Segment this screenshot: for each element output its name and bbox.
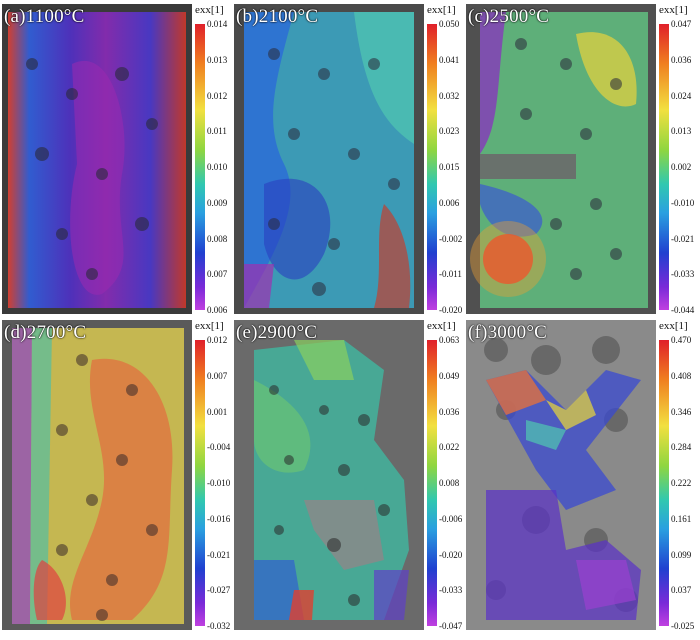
colorbar-tick: 0.015	[439, 162, 460, 172]
colorbar-tick: -0.033	[439, 585, 463, 596]
colorbar-tick: 0.001	[207, 406, 228, 417]
colorbar-tick: -0.032	[207, 621, 231, 631]
colorbar-tick: 0.007	[207, 370, 228, 381]
colorbar	[195, 24, 205, 310]
colorbar-tick: 0.012	[207, 335, 228, 345]
colorbar-tick: 0.023	[439, 126, 460, 137]
colorbar	[427, 340, 437, 626]
panel-label: (f)3000°C	[468, 322, 548, 343]
colorbar-tick: 0.010	[207, 162, 228, 172]
colorbar-tick: 0.002	[671, 162, 692, 172]
colorbar-title: exx[1]	[659, 320, 688, 332]
colorbar-tick: 0.222	[671, 478, 692, 488]
colorbar-tick: 0.011	[207, 126, 227, 137]
colorbar-tick: -0.033	[671, 269, 695, 280]
colorbar-tick: -0.025	[671, 621, 695, 631]
strain-map-b: (b)2100°C	[234, 4, 424, 314]
colorbar-title: exx[1]	[427, 4, 456, 16]
colorbar-ticks: 0.063 0.049 0.036 0.022 0.008 -0.006 -0.…	[439, 335, 469, 631]
colorbar-tick: 0.099	[671, 549, 692, 560]
colorbar	[659, 340, 669, 626]
colorbar-tick: 0.008	[439, 478, 460, 488]
panel-c: (c)2500°C exx[1] 0.047 0.036 0.024 0.013…	[466, 4, 696, 315]
colorbar-tick: 0.007	[207, 269, 228, 280]
colorbar-ticks: 0.014 0.013 0.012 0.011 0.010 0.009 0.00…	[207, 19, 237, 315]
colorbar-tick: -0.002	[439, 233, 463, 244]
colorbar-tick: -0.010	[671, 197, 695, 208]
colorbar-ticks: 0.470 0.408 0.346 0.284 0.222 0.161 0.09…	[671, 335, 700, 631]
panel-e: (e)2900°C exx[1] 0.063 0.049 0.036 0.022…	[234, 320, 464, 631]
colorbar-tick: 0.024	[671, 90, 692, 101]
panel-label: (a)1100°C	[4, 6, 85, 27]
panel-a: (a)1100°C exx[1] 0.014 0.013 0.012 0.011…	[2, 4, 232, 315]
colorbar-tick: -0.020	[439, 549, 463, 560]
colorbar-title: exx[1]	[427, 320, 456, 332]
colorbar-tick: -0.021	[207, 549, 231, 560]
colorbar-tick: -0.020	[439, 305, 463, 315]
panel-label: (b)2100°C	[236, 6, 319, 27]
colorbar-tick: 0.012	[207, 90, 228, 101]
colorbar-tick: 0.041	[439, 54, 460, 65]
colorbar-tick: -0.021	[671, 233, 695, 244]
strain-map-f: (f)3000°C	[466, 320, 656, 630]
panel-label: (c)2500°C	[468, 6, 550, 27]
colorbar-tick: -0.006	[439, 513, 463, 524]
colorbar-tick: 0.049	[439, 370, 460, 381]
colorbar-title: exx[1]	[659, 4, 688, 16]
colorbar-tick: -0.010	[207, 478, 231, 488]
colorbar-tick: 0.006	[207, 305, 228, 315]
colorbar-tick: 0.037	[671, 585, 692, 596]
colorbar-tick: 0.036	[671, 54, 692, 65]
colorbar-tick: 0.346	[671, 406, 692, 417]
colorbar-tick: 0.014	[207, 19, 228, 29]
colorbar-tick: -0.011	[439, 269, 462, 280]
colorbar-tick: -0.044	[671, 305, 695, 315]
colorbar-tick: 0.008	[207, 233, 228, 244]
colorbar-tick: 0.006	[439, 197, 460, 208]
colorbar-ticks: 0.012 0.007 0.001 -0.004 -0.010 -0.016 -…	[207, 335, 237, 631]
colorbar	[659, 24, 669, 310]
colorbar-tick: 0.408	[671, 370, 692, 381]
panel-d: (d)2700°C exx[1] 0.012 0.007 0.001 -0.00…	[2, 320, 232, 631]
colorbar-tick: -0.004	[207, 442, 231, 453]
colorbar-tick: -0.016	[207, 513, 231, 524]
colorbar-tick: 0.161	[671, 513, 692, 524]
colorbar	[195, 340, 205, 626]
colorbar-tick: 0.013	[207, 54, 228, 65]
strain-map-d: (d)2700°C	[2, 320, 192, 630]
colorbar-tick: 0.047	[671, 19, 692, 29]
colorbar-tick: 0.022	[439, 442, 460, 453]
colorbar-tick: 0.063	[439, 335, 460, 345]
colorbar-title: exx[1]	[195, 320, 224, 332]
colorbar-tick: 0.470	[671, 335, 692, 345]
panel-label: (d)2700°C	[4, 322, 87, 343]
colorbar-tick: 0.032	[439, 90, 460, 101]
colorbar-ticks: 0.047 0.036 0.024 0.013 0.002 -0.010 -0.…	[671, 19, 700, 315]
colorbar-tick: 0.013	[671, 126, 692, 137]
strain-map-a: (a)1100°C	[2, 4, 192, 314]
colorbar-tick: 0.284	[671, 442, 692, 453]
colorbar-tick: 0.050	[439, 19, 460, 29]
colorbar-tick: -0.027	[207, 585, 231, 596]
panel-label: (e)2900°C	[236, 322, 318, 343]
panel-b: (b)2100°C exx[1] 0.050 0.041 0.032 0.023…	[234, 4, 464, 315]
colorbar-tick: 0.036	[439, 406, 460, 417]
panel-f: (f)3000°C exx[1] 0.470 0.408 0.346 0.284…	[466, 320, 696, 631]
strain-map-c: (c)2500°C	[466, 4, 656, 314]
colorbar-title: exx[1]	[195, 4, 224, 16]
colorbar	[427, 24, 437, 310]
colorbar-tick: -0.047	[439, 621, 463, 631]
colorbar-tick: 0.009	[207, 197, 228, 208]
colorbar-ticks: 0.050 0.041 0.032 0.023 0.015 0.006 -0.0…	[439, 19, 469, 315]
strain-map-e: (e)2900°C	[234, 320, 424, 630]
